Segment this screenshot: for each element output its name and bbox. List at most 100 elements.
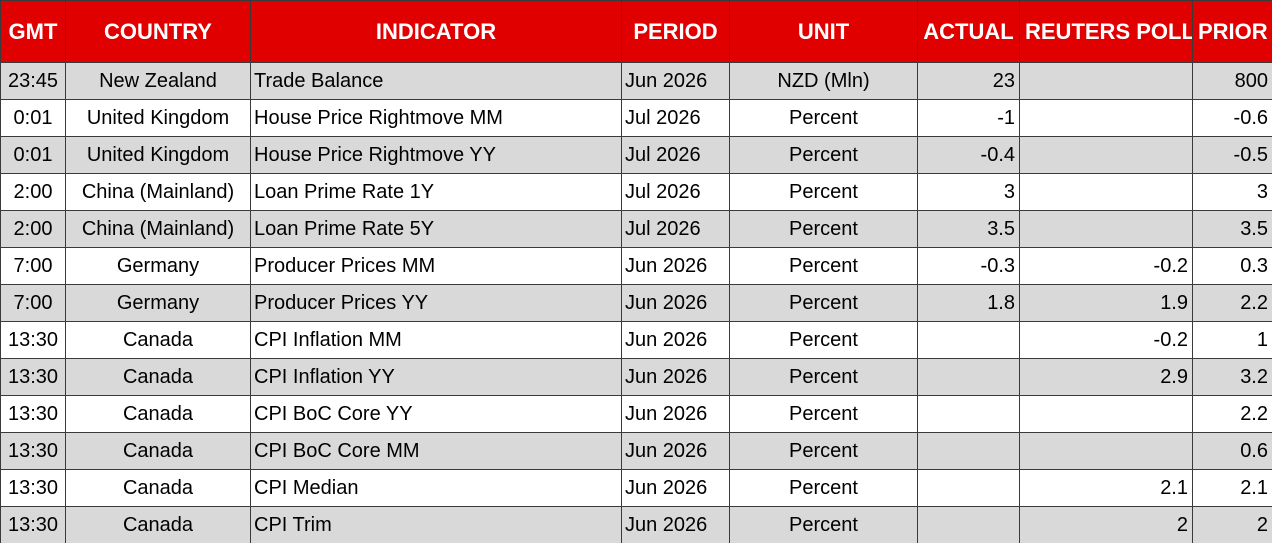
header-cell: UNIT [729, 0, 918, 63]
prior-cell: 3.5 [1192, 210, 1272, 248]
prior-cell: 0.6 [1192, 432, 1272, 470]
actual-cell [917, 358, 1020, 396]
reuters-poll-cell [1019, 62, 1193, 100]
gmt-cell: 0:01 [0, 136, 66, 174]
reuters-poll-cell [1019, 136, 1193, 174]
gmt-cell: 13:30 [0, 506, 66, 543]
actual-cell: 3.5 [917, 210, 1020, 248]
period-cell: Jul 2026 [621, 173, 730, 211]
unit-cell: Percent [729, 432, 918, 470]
table-row: 7:00 Germany Producer Prices MM Jun 2026 Per… [0, 247, 1272, 285]
indicator-cell: Producer Prices YY [250, 284, 622, 322]
actual-cell [917, 395, 1020, 433]
unit-cell: Percent [729, 321, 918, 359]
prior-cell: -0.5 [1192, 136, 1272, 174]
unit-cell: Percent [729, 136, 918, 174]
table-row: 13:30 Canada CPI Median Jun 2026 Percent 2.1 2… [0, 469, 1272, 507]
prior-cell: 2.1 [1192, 469, 1272, 507]
unit-cell: Percent [729, 247, 918, 285]
country-cell: Canada [65, 469, 251, 507]
country-cell: Canada [65, 321, 251, 359]
period-cell: Jun 2026 [621, 284, 730, 322]
table-body: 23:45 New Zealand Trade Balance Jun 2026 NZD… [0, 62, 1272, 543]
reuters-poll-cell: -0.2 [1019, 247, 1193, 285]
table-row: 0:01 United Kingdom House Price Rightmove … [0, 136, 1272, 174]
gmt-cell: 0:01 [0, 99, 66, 137]
actual-cell: 3 [917, 173, 1020, 211]
indicator-cell: CPI Trim [250, 506, 622, 543]
country-cell: Germany [65, 247, 251, 285]
prior-cell: 0.3 [1192, 247, 1272, 285]
reuters-poll-cell [1019, 210, 1193, 248]
gmt-cell: 2:00 [0, 210, 66, 248]
header-cell: ACTUAL [917, 0, 1020, 63]
unit-cell: Percent [729, 284, 918, 322]
header-cell: COUNTRY [65, 0, 251, 63]
country-cell: Germany [65, 284, 251, 322]
unit-cell: Percent [729, 395, 918, 433]
prior-cell: 2 [1192, 506, 1272, 543]
indicator-cell: CPI Inflation MM [250, 321, 622, 359]
reuters-poll-cell [1019, 173, 1193, 211]
gmt-cell: 2:00 [0, 173, 66, 211]
unit-cell: Percent [729, 210, 918, 248]
indicator-cell: CPI BoC Core MM [250, 432, 622, 470]
prior-cell: 2.2 [1192, 395, 1272, 433]
prior-cell: 800 [1192, 62, 1272, 100]
table-row: 2:00 China (Mainland) Loan Prime Rate 1Y Ju… [0, 173, 1272, 211]
table-row: 13:30 Canada CPI Inflation YY Jun 2026 Perce… [0, 358, 1272, 396]
prior-cell: 3.2 [1192, 358, 1272, 396]
country-cell: Canada [65, 506, 251, 543]
header-cell: PERIOD [621, 0, 730, 63]
indicator-cell: CPI Inflation YY [250, 358, 622, 396]
table-row: 7:00 Germany Producer Prices YY Jun 2026 Per… [0, 284, 1272, 322]
period-cell: Jun 2026 [621, 506, 730, 543]
prior-cell: 1 [1192, 321, 1272, 359]
table-row: 13:30 Canada CPI Trim Jun 2026 Percent 2 2 [0, 506, 1272, 543]
country-cell: Canada [65, 395, 251, 433]
actual-cell [917, 432, 1020, 470]
gmt-cell: 13:30 [0, 395, 66, 433]
country-cell: China (Mainland) [65, 210, 251, 248]
unit-cell: Percent [729, 469, 918, 507]
unit-cell: Percent [729, 358, 918, 396]
period-cell: Jul 2026 [621, 210, 730, 248]
country-cell: China (Mainland) [65, 173, 251, 211]
period-cell: Jun 2026 [621, 469, 730, 507]
reuters-poll-cell [1019, 99, 1193, 137]
table-row: 13:30 Canada CPI BoC Core MM Jun 2026 Percen… [0, 432, 1272, 470]
unit-cell: Percent [729, 173, 918, 211]
period-cell: Jun 2026 [621, 432, 730, 470]
table-row: 0:01 United Kingdom House Price Rightmove … [0, 99, 1272, 137]
prior-cell: 3 [1192, 173, 1272, 211]
reuters-poll-cell: 1.9 [1019, 284, 1193, 322]
header-cell: REUTERS POLL [1019, 0, 1193, 63]
table-row: 13:30 Canada CPI Inflation MM Jun 2026 Perce… [0, 321, 1272, 359]
reuters-poll-cell: -0.2 [1019, 321, 1193, 359]
reuters-poll-cell: 2.1 [1019, 469, 1193, 507]
gmt-cell: 7:00 [0, 247, 66, 285]
country-cell: United Kingdom [65, 136, 251, 174]
gmt-cell: 13:30 [0, 358, 66, 396]
unit-cell: NZD (Mln) [729, 62, 918, 100]
actual-cell: -0.3 [917, 247, 1020, 285]
gmt-cell: 13:30 [0, 321, 66, 359]
indicator-cell: House Price Rightmove YY [250, 136, 622, 174]
actual-cell: -1 [917, 99, 1020, 137]
indicator-cell: CPI Median [250, 469, 622, 507]
actual-cell [917, 506, 1020, 543]
indicator-cell: CPI BoC Core YY [250, 395, 622, 433]
country-cell: New Zealand [65, 62, 251, 100]
reuters-poll-cell [1019, 395, 1193, 433]
gmt-cell: 13:30 [0, 432, 66, 470]
header-row: GMT COUNTRY INDICATOR PERIOD UNIT ACTUAL REUTE… [0, 0, 1272, 63]
period-cell: Jul 2026 [621, 99, 730, 137]
period-cell: Jun 2026 [621, 358, 730, 396]
header-cell: INDICATOR [250, 0, 622, 63]
header-cell: GMT [0, 0, 66, 63]
indicator-cell: House Price Rightmove MM [250, 99, 622, 137]
prior-cell: 2.2 [1192, 284, 1272, 322]
actual-cell: -0.4 [917, 136, 1020, 174]
indicator-cell: Loan Prime Rate 1Y [250, 173, 622, 211]
